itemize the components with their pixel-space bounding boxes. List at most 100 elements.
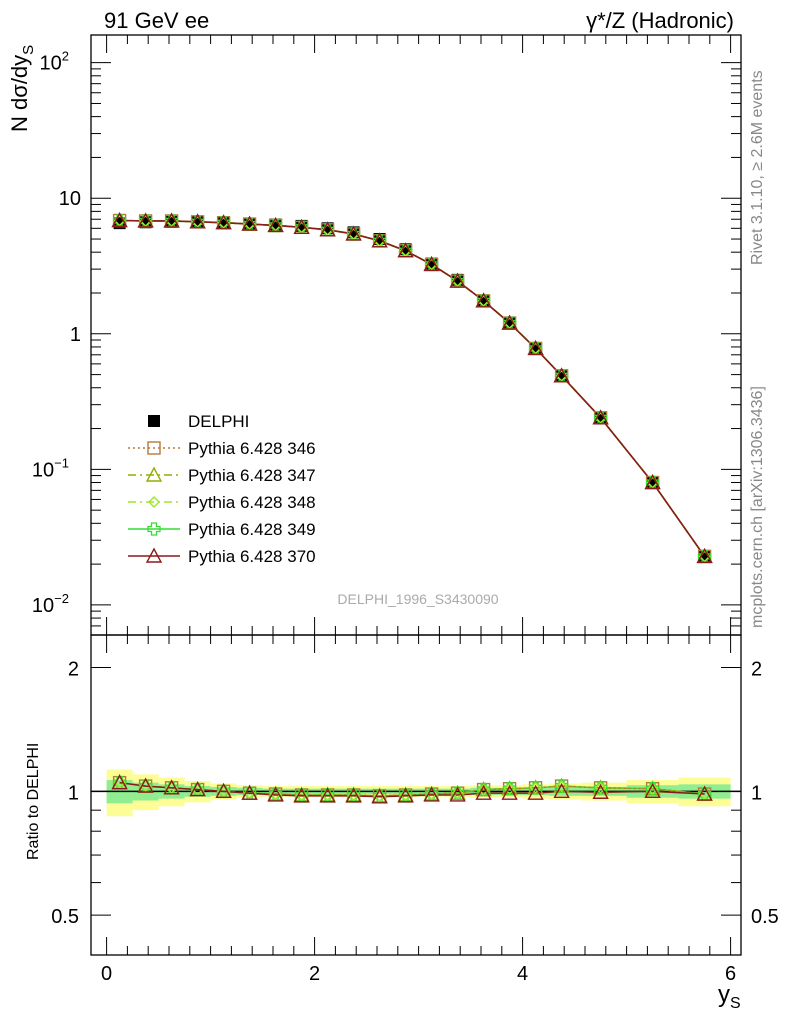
y-tick-label: 102 — [40, 49, 69, 75]
mc-point-370 — [644, 474, 661, 490]
ratio-point-348 — [425, 788, 438, 801]
ratio-point-348 — [321, 788, 334, 801]
legend-marker — [147, 441, 161, 455]
ratio-point-348 — [399, 788, 412, 801]
mc-point-370 — [319, 221, 336, 237]
ratio-point-348 — [373, 789, 386, 802]
mc-point-370 — [449, 272, 466, 288]
ratio-point-370 — [111, 774, 128, 790]
ratio-point-348 — [529, 781, 542, 794]
mc-point-370 — [293, 218, 310, 235]
process-label: γ*/Z (Hadronic) — [586, 8, 734, 33]
ratio-point-348 — [555, 780, 568, 793]
mc-point-370 — [137, 212, 154, 228]
mc-point-370 — [592, 409, 609, 425]
mc-point-370 — [345, 225, 362, 241]
ratio-line-370 — [119, 781, 705, 798]
ratio-point-370 — [189, 781, 206, 797]
ratio-line-347 — [119, 781, 705, 797]
legend-label: DELPHI — [188, 412, 249, 431]
x-tick-label: 2 — [309, 963, 320, 985]
mc-point-370 — [501, 314, 518, 330]
y-tick-label: 10−2 — [32, 591, 69, 617]
mc-point-370 — [111, 212, 128, 228]
ratio-point-370 — [163, 779, 180, 795]
ratio-y-tick-label: 1 — [68, 782, 79, 804]
ratio-point-348 — [295, 788, 308, 801]
legend-marker — [145, 466, 163, 482]
ratio-point-348 — [646, 782, 659, 795]
mc-point-370 — [423, 255, 440, 272]
ratio-point-370 — [423, 786, 440, 802]
mc-point-370 — [371, 232, 388, 248]
ratio-point-370 — [345, 787, 362, 803]
legend-marker — [148, 496, 160, 508]
mc-point-370 — [553, 367, 570, 383]
main-frame — [90, 34, 742, 636]
ratio-point-370 — [501, 784, 518, 800]
legend-label: Pythia 6.428 370 — [188, 547, 316, 566]
energy-label: 91 GeV ee — [104, 8, 209, 33]
mc-point-370 — [215, 214, 232, 230]
ratio-point-370 — [553, 782, 570, 799]
ratio-point-348 — [269, 788, 282, 801]
ratio-point-348 — [503, 782, 516, 795]
legend: DELPHI Pythia 6.428 346 Pythia 6.428 347 Py… — [128, 412, 316, 566]
legend-label: Pythia 6.428 346 — [188, 439, 316, 458]
ratio-point-370 — [397, 787, 414, 803]
ratio-line-346 — [119, 781, 705, 797]
main-panel: 102 10 1 10−1 10−2 DELPHI_1996_S3430090 DELP… — [7, 34, 742, 636]
ratio-point-370 — [449, 786, 466, 802]
ratio-point-348 — [477, 783, 490, 796]
mc-point-370 — [696, 547, 713, 564]
ratio-y-tick-label: 2 — [68, 659, 79, 681]
mc-point-370 — [189, 213, 206, 229]
ratio-y-tick-label-right: 1 — [751, 782, 762, 804]
legend-label: Pythia 6.428 347 — [188, 466, 316, 485]
analysis-id-label: DELPHI_1996_S3430090 — [337, 591, 498, 607]
ratio-panel: 0.5 0.5 1 1 2 2 0 2 4 6 Ratio to DELPHI yS — [25, 634, 779, 1012]
ratio-y-tick-label-right: 0.5 — [751, 906, 779, 928]
ratio-point-348 — [594, 781, 607, 794]
ratio-y-tick-label-right: 2 — [751, 659, 762, 681]
ratio-point-370 — [644, 782, 661, 799]
ratio-y-axis-label: Ratio to DELPHI — [25, 743, 42, 860]
ratio-point-370 — [592, 783, 609, 799]
ratio-y-tick-label: 0.5 — [51, 906, 79, 928]
rivet-info-text: Rivet 3.1.10, ≥ 2.6M events — [749, 70, 766, 265]
ratio-point-370 — [137, 777, 154, 793]
legend-marker — [145, 547, 163, 563]
x-tick-label: 0 — [101, 963, 112, 985]
ratio-point-370 — [527, 784, 544, 800]
x-tick-label: 4 — [517, 963, 528, 985]
mc-point-370 — [475, 292, 492, 308]
ratio-point-370 — [371, 788, 388, 804]
ratio-point-370 — [293, 787, 310, 803]
data-point-delphi — [503, 317, 516, 330]
mc-point-370 — [163, 212, 180, 228]
y-tick-label: 10 — [59, 188, 81, 210]
x-axis-label: yS — [718, 981, 741, 1012]
legend-marker — [148, 415, 160, 427]
x-tick-label: 6 — [725, 963, 736, 985]
mc-point-370 — [241, 215, 258, 231]
mcplots-info-text: mcplots.cern.ch [arXiv:1306.3436] — [749, 386, 766, 628]
ratio-frame — [90, 634, 742, 956]
mc-point-370 — [397, 242, 414, 258]
ratio-point-348 — [451, 787, 464, 800]
legend-marker — [147, 522, 161, 536]
main-y-axis-label: N dσ/dyS — [7, 45, 37, 132]
ratio-point-370 — [475, 784, 492, 800]
ratio-point-348 — [347, 788, 360, 801]
y-tick-label: 1 — [70, 324, 81, 346]
ratio-point-370 — [215, 782, 232, 799]
mc-point-370 — [267, 216, 284, 233]
ratio-point-370 — [696, 785, 713, 801]
ratio-point-370 — [267, 786, 284, 802]
ratio-point-370 — [241, 784, 258, 800]
mc-point-370 — [527, 339, 544, 356]
y-tick-label: 10−1 — [32, 455, 69, 481]
legend-label: Pythia 6.428 349 — [188, 520, 316, 539]
ratio-point-370 — [319, 787, 336, 803]
